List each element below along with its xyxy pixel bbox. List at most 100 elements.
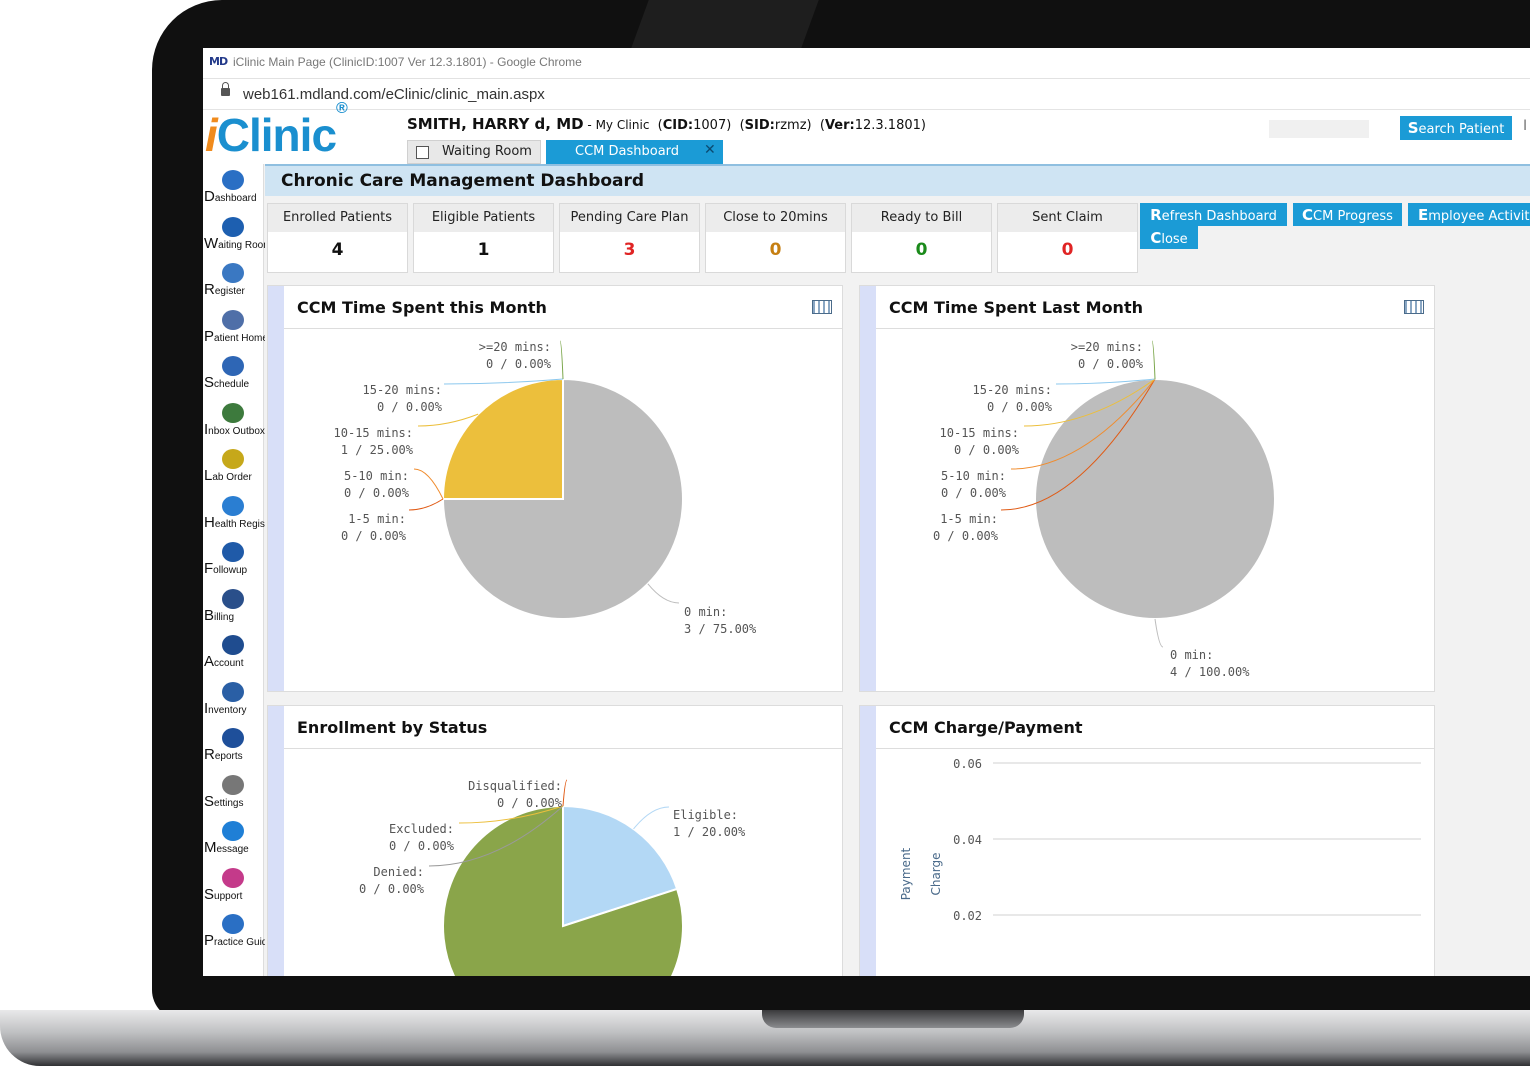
sidebar-item-practice-guideline[interactable]: Practice Guideline xyxy=(203,912,289,958)
slice-label: >=20 mins: xyxy=(479,340,551,354)
slice-value: 3 / 75.00% xyxy=(684,622,757,636)
stat-enrolled-patients[interactable]: Enrolled Patients 4 xyxy=(267,203,408,273)
sidebar-item-message[interactable]: Message xyxy=(203,819,263,865)
ccm-progress-button[interactable]: CCM Progress xyxy=(1293,203,1402,226)
leader-line xyxy=(1000,378,1156,511)
panel-ccm-this-month: CCM Time Spent this Month 0 min: 3 / 75.0… xyxy=(267,285,843,692)
mdland-logo-icon: MD xyxy=(209,55,228,68)
sidebar-item-waiting-room[interactable]: Waiting Room xyxy=(203,215,272,261)
slice-label: 5-10 min: xyxy=(344,469,409,483)
slice-label: 10-15 mins: xyxy=(334,426,413,440)
slice-label: 10-15 mins: xyxy=(940,426,1019,440)
slice-value: 1 / 25.00% xyxy=(341,443,414,457)
bezel-reflection xyxy=(631,0,819,48)
pie-slice[interactable] xyxy=(442,804,684,976)
slice-value: 0 / 0.00% xyxy=(389,839,455,853)
sidebar-item-label: Practice Guideline xyxy=(204,932,289,949)
stat-eligible-patients[interactable]: Eligible Patients 1 xyxy=(413,203,554,273)
pie-chart-last-month: 0 min: 4 / 100.00% 1-5 min: 0 / 0.00% 5-10 m… xyxy=(933,340,1276,679)
sidebar-item-billing[interactable]: Billing xyxy=(203,587,263,633)
sidebar-item-label: Billing xyxy=(204,606,235,624)
panel-ccm-last-month: CCM Time Spent Last Month 0 min: 4 / 100.… xyxy=(859,285,1435,692)
sidebar-item-reports[interactable]: Reports xyxy=(203,726,263,772)
sidebar-item-label: Message xyxy=(204,839,249,856)
sidebar-item-label: Patient Home xyxy=(204,327,268,345)
sidebar-item-health-registry[interactable]: Health Registry xyxy=(203,494,276,540)
slice-value: 0 / 0.00% xyxy=(341,529,407,543)
pie-slice[interactable] xyxy=(441,377,564,500)
home-icon xyxy=(222,170,244,190)
leader-line xyxy=(647,583,680,604)
stat-pending-care-plan[interactable]: Pending Care Plan 3 xyxy=(559,203,700,273)
sidebar-item-inbox-outbox[interactable]: Inbox Outbox xyxy=(203,401,265,447)
window-title: iClinic Main Page (ClinicID:1007 Ver 12.… xyxy=(233,55,582,69)
stat-value: 1 xyxy=(477,240,490,260)
slice-label: Excluded: xyxy=(389,822,454,836)
page-header: Chronic Care Management Dashboard xyxy=(265,164,1530,196)
pie-chart-enrollment: Eligible: 1 / 20.00% Denied: 0 / 0.00% Exclu… xyxy=(359,779,746,976)
pie-chart-this-month: 0 min: 3 / 75.00% 1-5 min: 0 / 0.00% 5-10 mi… xyxy=(334,340,758,636)
provider-name: SMITH, HARRY d, MD xyxy=(407,115,584,133)
sidebar-item-label: Inbox Outbox xyxy=(204,420,265,438)
panel-title: CCM Time Spent this Month xyxy=(297,298,547,317)
leader-line xyxy=(1010,378,1156,470)
leader-line xyxy=(428,805,564,867)
sidebar-item-label: Followup xyxy=(204,560,248,577)
sidebar-item-dashboard[interactable]: Dashboard xyxy=(203,168,263,214)
search-patient-button[interactable]: Search Patient xyxy=(1400,116,1512,140)
panel-ccm-charge-payment: CCM Charge/Payment 0.06 0.04 0.02 Payment Ch… xyxy=(859,705,1435,976)
address-bar[interactable]: web161.mdland.com/eClinic/clinic_main.as… xyxy=(203,79,1530,110)
employee-activity-button[interactable]: Employee Activity xyxy=(1408,203,1530,226)
sidebar-item-register[interactable]: Register xyxy=(203,261,263,307)
health-registry-icon xyxy=(222,495,244,516)
sidebar-item-lab-order[interactable]: Lab Order xyxy=(203,447,263,493)
panel-enrollment-by-status: Enrollment by Status Eligible: 1 / 20.00%… xyxy=(267,705,843,976)
stat-close-to-20mins[interactable]: Close to 20mins 0 xyxy=(705,203,846,273)
checklist-icon xyxy=(222,681,244,702)
tab-waiting-room[interactable]: Waiting Room xyxy=(407,140,541,164)
stat-value: 0 xyxy=(769,240,782,260)
leader-line xyxy=(633,806,670,830)
refresh-dashboard-button[interactable]: Refresh Dashboard xyxy=(1140,203,1287,226)
leader-line xyxy=(1055,378,1156,385)
leader-line xyxy=(1023,378,1156,427)
tab-ccm-dashboard[interactable]: CCM Dashboard ✕ xyxy=(546,140,723,164)
table-view-icon[interactable] xyxy=(1404,300,1424,314)
sidebar-item-label: Settings xyxy=(204,792,244,810)
pie-slice[interactable] xyxy=(1034,378,1276,620)
sidebar-item-patient-home[interactable]: Patient Home xyxy=(203,308,268,354)
calendar-icon xyxy=(222,356,244,376)
sidebar-item-inventory[interactable]: Inventory xyxy=(203,680,263,726)
sidebar-item-schedule[interactable]: Schedule xyxy=(203,354,263,400)
patient-search-field[interactable] xyxy=(1269,120,1369,138)
sidebar-item-account[interactable]: Account xyxy=(203,633,263,679)
sidebar-item-settings[interactable]: Settings xyxy=(203,773,263,819)
flask-icon xyxy=(222,449,244,469)
pie-slice[interactable] xyxy=(562,804,679,928)
page-icon xyxy=(416,146,429,159)
slice-value: 0 / 0.00% xyxy=(941,486,1007,500)
guideline-icon xyxy=(222,914,244,934)
panel-title: Enrollment by Status xyxy=(297,718,488,737)
sidebar-item-support[interactable]: Support xyxy=(203,866,263,912)
table-view-icon[interactable] xyxy=(812,300,832,314)
register-icon xyxy=(222,263,244,283)
stat-ready-to-bill[interactable]: Ready to Bill 0 xyxy=(851,203,992,273)
sidebar-item-followup[interactable]: Followup xyxy=(203,540,263,586)
leader-line xyxy=(443,378,564,385)
clock-icon xyxy=(222,216,244,237)
stat-sent-claim[interactable]: Sent Claim 0 xyxy=(997,203,1138,273)
slice-label: >=20 mins: xyxy=(1071,340,1143,354)
sidebar-item-label: Inventory xyxy=(204,699,247,717)
line-chart-charge-payment: 0.06 0.04 0.02 Payment Charge xyxy=(899,757,1421,923)
gear-icon xyxy=(222,774,244,795)
close-button[interactable]: Close xyxy=(1140,226,1198,249)
slice-label: Disqualified: xyxy=(468,779,562,793)
iclinic-logo[interactable]: iClinic® xyxy=(205,99,348,161)
panel-title: CCM Charge/Payment xyxy=(889,718,1083,737)
url-text[interactable]: web161.mdland.com/eClinic/clinic_main.as… xyxy=(243,86,545,103)
panel-title: CCM Time Spent Last Month xyxy=(889,298,1143,317)
y-tick-label: 0.02 xyxy=(953,909,982,923)
close-tab-icon[interactable]: ✕ xyxy=(704,142,716,158)
slice-label: Eligible: xyxy=(673,808,738,822)
